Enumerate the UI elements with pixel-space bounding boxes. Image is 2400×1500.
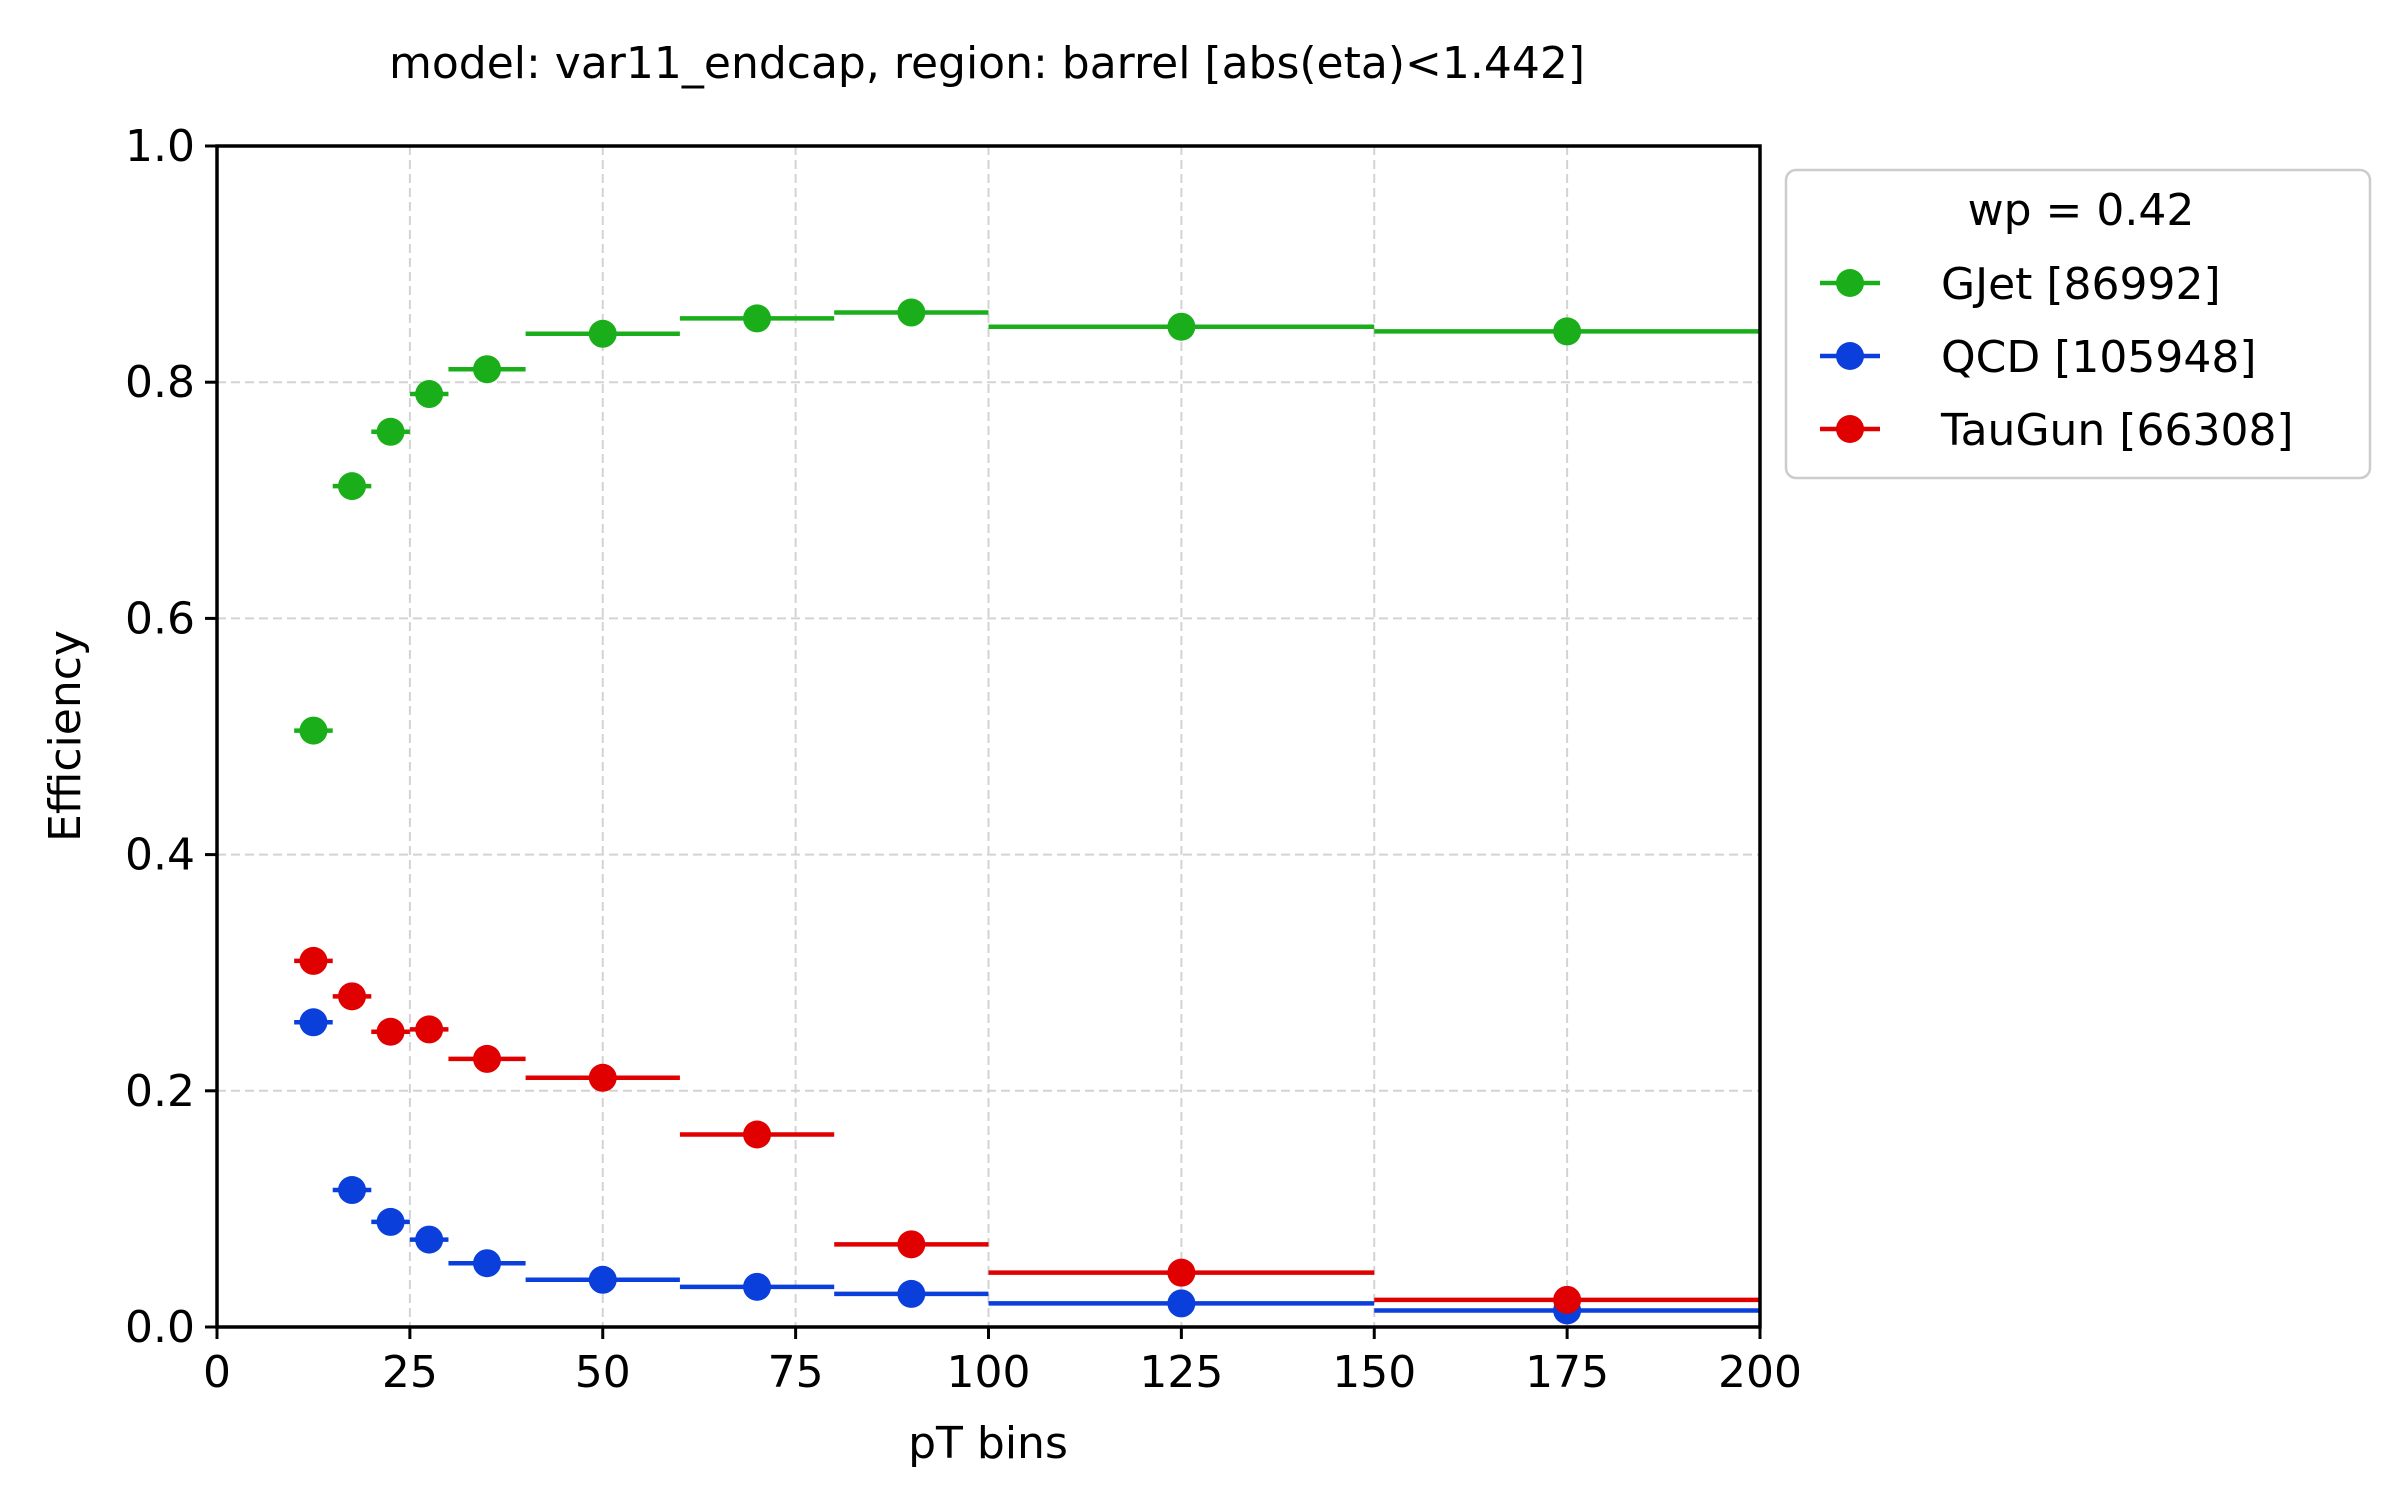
legend-label: QCD [105948] xyxy=(1941,332,2257,383)
x-tick-label: 50 xyxy=(575,1347,631,1398)
legend-marker xyxy=(1836,269,1864,297)
x-tick-label: 150 xyxy=(1332,1347,1416,1398)
data-point xyxy=(299,716,328,745)
data-point xyxy=(473,1249,502,1278)
x-tick-label: 75 xyxy=(768,1347,824,1398)
legend-label: GJet [86992] xyxy=(1941,259,2221,310)
legend-entries: GJet [86992] QCD [105948] TauGun [66308] xyxy=(1820,259,2294,456)
data-point xyxy=(376,417,405,446)
data-point xyxy=(1167,1258,1196,1287)
data-point xyxy=(897,1230,926,1259)
data-point xyxy=(299,1008,328,1037)
data-point xyxy=(1553,317,1582,346)
data-point xyxy=(376,1207,405,1236)
grid xyxy=(216,145,1761,1328)
legend: wp = 0.42 GJet [86992] QCD [105948] TauGun… xyxy=(1784,168,2372,480)
y-tick-label: 0.2 xyxy=(125,1066,195,1117)
chart-title: model: var11_endcap, region: barrel [abs… xyxy=(389,38,1585,89)
data-point xyxy=(743,304,772,333)
data-point xyxy=(743,1272,772,1301)
x-tick-label: 175 xyxy=(1525,1347,1609,1398)
x-tick-label: 125 xyxy=(1139,1347,1223,1398)
data-point xyxy=(299,946,328,975)
data-point xyxy=(415,1225,444,1254)
x-tick-label: 200 xyxy=(1718,1347,1802,1398)
legend-marker xyxy=(1836,415,1864,443)
data-point xyxy=(376,1017,405,1046)
y-axis-label: Efficiency xyxy=(40,630,91,842)
series-group xyxy=(294,946,1760,1314)
legend-frame xyxy=(1784,168,2372,480)
y-tick-label: 0.8 xyxy=(125,357,195,408)
data-point xyxy=(588,319,617,348)
data-point xyxy=(588,1063,617,1092)
x-axis-label: pT bins xyxy=(908,1418,1068,1469)
x-tick-label: 100 xyxy=(947,1347,1031,1398)
y-tick-label: 0.0 xyxy=(125,1302,195,1353)
data-point xyxy=(1167,312,1196,341)
data-point xyxy=(588,1265,617,1294)
series-group xyxy=(294,1008,1760,1325)
series-group xyxy=(294,298,1760,745)
data-point xyxy=(415,1015,444,1044)
data-point xyxy=(743,1120,772,1149)
x-tick-label: 0 xyxy=(203,1347,231,1398)
data-point xyxy=(338,1176,367,1205)
legend-marker xyxy=(1836,342,1864,370)
y-tick-label: 0.4 xyxy=(125,830,195,881)
legend-entry: TauGun [66308] xyxy=(1820,405,2294,456)
data-point xyxy=(1167,1289,1196,1318)
data-point xyxy=(415,380,444,409)
data-point xyxy=(473,355,502,384)
x-tick-label: 25 xyxy=(382,1347,438,1398)
data-point xyxy=(897,1279,926,1308)
plot-data xyxy=(294,298,1760,1325)
y-tick-label: 0.6 xyxy=(125,593,195,644)
y-tick-label: 1.0 xyxy=(125,121,195,172)
data-point xyxy=(897,298,926,327)
legend-entry: QCD [105948] xyxy=(1820,332,2257,383)
legend-label: TauGun [66308] xyxy=(1940,405,2294,456)
legend-entry: GJet [86992] xyxy=(1820,259,2221,310)
data-point xyxy=(338,982,367,1011)
data-point xyxy=(473,1044,502,1073)
axis-ticks: 0 25 50 75 100 125 150 175 200 0.0 0.2 0.4 0.6 0.8 1.0 xyxy=(125,121,1802,1398)
data-point xyxy=(338,472,367,501)
data-point xyxy=(1553,1285,1582,1314)
legend-title: wp = 0.42 xyxy=(1968,185,2195,236)
